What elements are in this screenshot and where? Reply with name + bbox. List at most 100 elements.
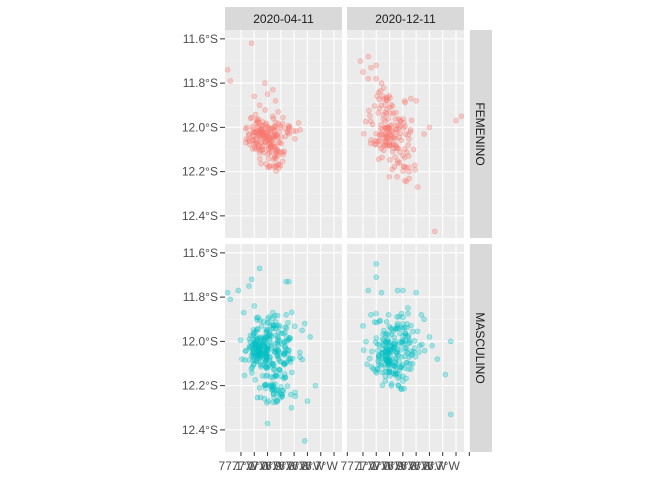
data-point <box>378 361 385 368</box>
data-point <box>392 360 399 367</box>
data-point <box>266 137 273 143</box>
data-point <box>401 324 408 331</box>
data-point <box>380 337 387 344</box>
data-point <box>393 109 399 116</box>
data-point <box>259 127 266 134</box>
data-point <box>379 350 385 357</box>
data-point <box>256 128 263 134</box>
data-point <box>393 129 400 136</box>
data-point <box>268 344 275 350</box>
data-point <box>375 110 382 116</box>
data-point <box>394 349 400 356</box>
data-point <box>255 346 262 352</box>
data-point <box>275 120 281 127</box>
data-point <box>284 129 291 136</box>
data-point <box>282 133 289 140</box>
data-point <box>379 356 386 362</box>
data-point <box>421 347 428 354</box>
x-tick-label: 77.0°W <box>245 459 285 473</box>
data-point <box>270 384 277 390</box>
data-point <box>374 93 380 100</box>
y-tick-label: 11.8°S <box>183 76 218 90</box>
data-point <box>263 329 270 335</box>
data-point <box>271 154 278 161</box>
data-point <box>257 134 264 141</box>
data-point <box>393 126 400 133</box>
data-point <box>391 363 398 369</box>
data-point <box>395 325 401 331</box>
data-point <box>253 326 260 332</box>
data-point <box>411 345 418 351</box>
data-point <box>402 330 409 337</box>
data-point <box>405 142 411 148</box>
y-axis-top: 11.6°S 11.8°S 12.0°S 12.2°S 12.4°S <box>182 32 225 223</box>
data-point <box>267 339 273 345</box>
data-point <box>385 347 391 353</box>
data-point <box>282 361 288 367</box>
data-point <box>237 337 244 343</box>
data-point <box>400 152 406 159</box>
data-point <box>384 336 391 343</box>
data-point <box>402 345 408 351</box>
data-point <box>408 366 414 372</box>
data-point <box>272 144 279 150</box>
data-point <box>255 116 262 123</box>
data-point <box>264 91 271 97</box>
data-point <box>258 334 264 341</box>
data-point <box>283 359 290 366</box>
data-point <box>235 287 242 294</box>
data-point <box>282 125 288 132</box>
data-point <box>380 116 387 122</box>
data-point <box>383 97 390 104</box>
data-point <box>377 125 384 132</box>
data-point <box>256 346 262 352</box>
data-point <box>283 334 290 340</box>
data-point <box>388 380 395 387</box>
data-point <box>279 394 285 400</box>
data-point <box>254 336 261 343</box>
y-tick-label: 12.4°S <box>182 423 218 437</box>
data-point <box>403 164 409 171</box>
data-point <box>254 352 260 359</box>
data-point <box>259 347 266 354</box>
data-point <box>384 135 391 141</box>
data-point <box>254 345 261 351</box>
data-point <box>280 387 287 394</box>
data-point <box>409 361 416 367</box>
data-point <box>382 361 388 368</box>
data-point <box>406 175 412 182</box>
data-point <box>385 369 391 376</box>
data-point <box>272 346 279 352</box>
data-point <box>378 102 385 109</box>
panel-female-2020-04-11 <box>224 30 348 238</box>
y-tick-label: 11.8°S <box>183 290 218 304</box>
data-point <box>374 366 381 373</box>
data-point <box>275 134 281 141</box>
data-point <box>276 139 283 146</box>
data-point <box>272 98 279 104</box>
data-point <box>274 398 281 404</box>
data-point <box>392 368 399 375</box>
data-point <box>391 334 397 341</box>
data-point <box>247 344 254 350</box>
data-point <box>282 349 289 356</box>
data-point <box>246 336 253 343</box>
data-point <box>274 147 281 153</box>
data-point <box>383 125 389 132</box>
data-point <box>271 124 278 130</box>
data-point <box>379 382 386 389</box>
data-point <box>271 366 278 372</box>
data-point <box>276 367 283 373</box>
data-point <box>263 350 270 357</box>
data-point <box>264 347 270 353</box>
data-point <box>387 137 394 143</box>
data-point <box>366 355 373 362</box>
data-point <box>273 372 280 379</box>
data-point <box>398 363 405 370</box>
data-point <box>400 116 406 122</box>
data-point <box>375 355 382 362</box>
data-point <box>265 151 271 157</box>
data-point <box>364 361 370 368</box>
data-point <box>271 349 278 355</box>
data-point <box>273 146 280 153</box>
